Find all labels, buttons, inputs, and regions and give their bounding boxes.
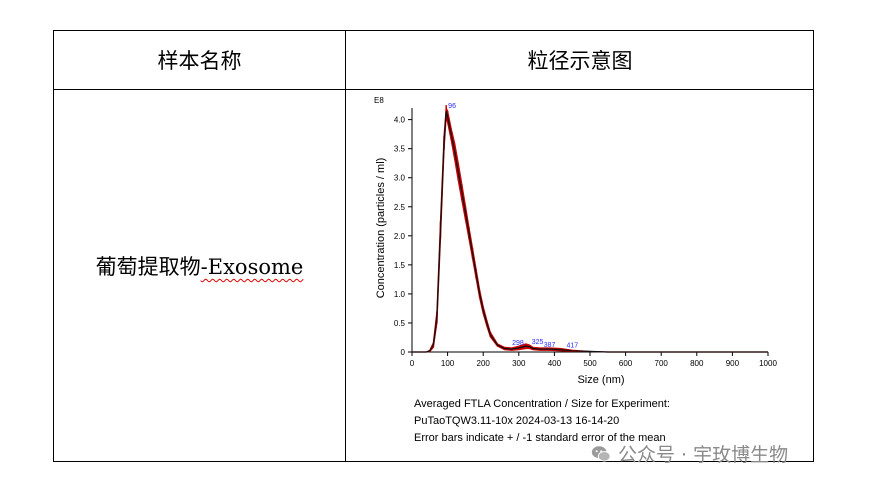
caption-line-1: Averaged FTLA Concentration / Size for E… [414, 398, 670, 410]
column-divider [345, 31, 346, 461]
sample-name-en: -Exosome [200, 255, 304, 279]
caption-line-3: Error bars indicate + / -1 standard erro… [414, 432, 666, 444]
x-tick-label: 300 [512, 359, 526, 368]
header-divider [54, 89, 813, 90]
y-axis-label: Concentration (particles / ml) [375, 158, 387, 299]
y-tick-label: 0 [401, 348, 406, 357]
watermark-text: 公众号 · 宇玫博生物 [618, 444, 789, 466]
x-tick-label: 400 [548, 359, 562, 368]
peak-label: 325 [532, 339, 544, 346]
chart-axes: 0 0.5 1.0 1.5 2.0 2.5 3.0 3.5 4.0 0 100 200 300 400 50… [394, 108, 777, 368]
y-tick-label: 1.0 [394, 290, 406, 299]
x-axis-label: Size (nm) [577, 374, 624, 386]
data-line [412, 110, 768, 353]
x-tick-label: 500 [583, 359, 597, 368]
size-chart-header: 粒径示意图 [527, 49, 633, 73]
y-exponent-label: E8 [374, 96, 384, 105]
x-tick-label: 100 [441, 359, 455, 368]
peak-label: 387 [544, 342, 556, 349]
concentration-line [412, 110, 768, 353]
x-tick-label: 800 [690, 359, 704, 368]
y-tick-label: 4.0 [394, 116, 406, 125]
peak-label: 96 [448, 103, 456, 110]
sample-name-cn: 葡萄提取物 [95, 255, 201, 279]
wechat-icon [591, 445, 611, 462]
sample-name-header: 样本名称 [157, 49, 242, 73]
error-band-area [412, 105, 768, 353]
peak-label: 298 [512, 340, 524, 347]
caption-line-2: PuTaoTQW3.11-10x 2024-03-13 16-14-20 [414, 415, 620, 427]
y-tick-label: 3.0 [394, 174, 406, 183]
x-tick-label: 600 [619, 359, 633, 368]
x-tick-label: 0 [410, 359, 415, 368]
x-tick-label: 1000 [759, 359, 777, 368]
sample-name: 葡萄提取物-Exosome [54, 251, 345, 281]
error-band [412, 105, 768, 353]
results-table: 样本名称 粒径示意图 葡萄提取物-Exosome [53, 30, 814, 462]
peak-annotations: 96 298 325 387 417 [448, 103, 578, 350]
chart-caption: Averaged FTLA Concentration / Size for E… [414, 396, 670, 447]
watermark: 公众号 · 宇玫博生物 [590, 440, 788, 467]
peak-label: 417 [566, 343, 578, 350]
x-tick-label: 900 [726, 359, 740, 368]
y-tick-label: 2.5 [394, 203, 406, 212]
x-tick-label: 200 [477, 359, 491, 368]
y-tick-label: 1.5 [394, 261, 406, 270]
y-tick-label: 3.5 [394, 145, 406, 154]
x-tick-label: 700 [655, 359, 669, 368]
y-tick-label: 2.0 [394, 232, 406, 241]
y-tick-label: 0.5 [394, 319, 406, 328]
